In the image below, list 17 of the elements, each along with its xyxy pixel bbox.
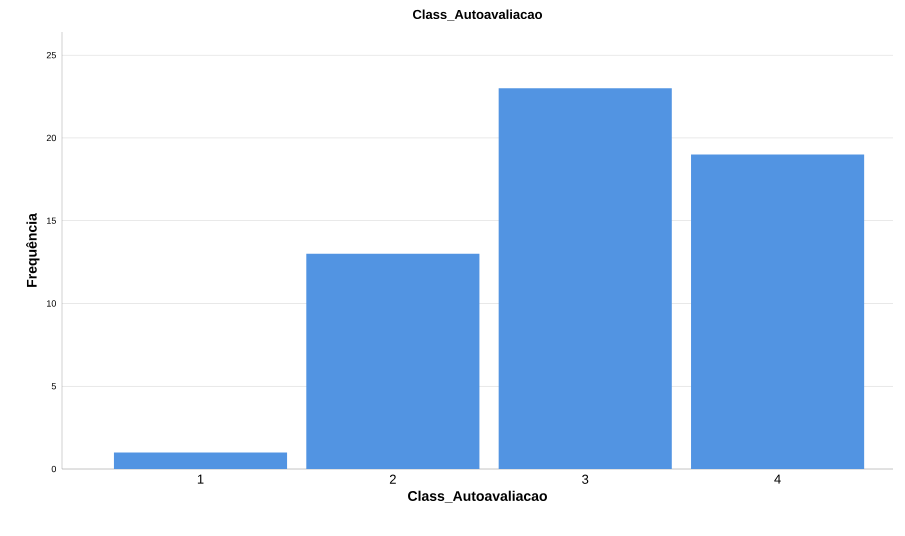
y-tick-label: 15 [47, 218, 56, 224]
x-tick-label: 1 [198, 474, 204, 484]
y-tick-label: 5 [52, 383, 56, 390]
bar [498, 88, 672, 469]
x-tick-label: 4 [774, 474, 781, 484]
bar [691, 154, 864, 469]
x-axis-title: Class_Autoavaliacao [408, 490, 547, 503]
y-tick-label: 20 [46, 134, 56, 142]
x-tick-label: 2 [390, 474, 396, 484]
bar [306, 254, 480, 469]
y-tick-label: 25 [46, 52, 56, 58]
bar [114, 452, 288, 469]
x-tick-label: 3 [582, 474, 588, 484]
y-tick-label: 0 [52, 466, 56, 472]
y-axis-title: Frequência [26, 213, 40, 287]
y-tick-label: 10 [47, 300, 56, 307]
chart-title: Class_Autoavaliacao [413, 9, 542, 21]
